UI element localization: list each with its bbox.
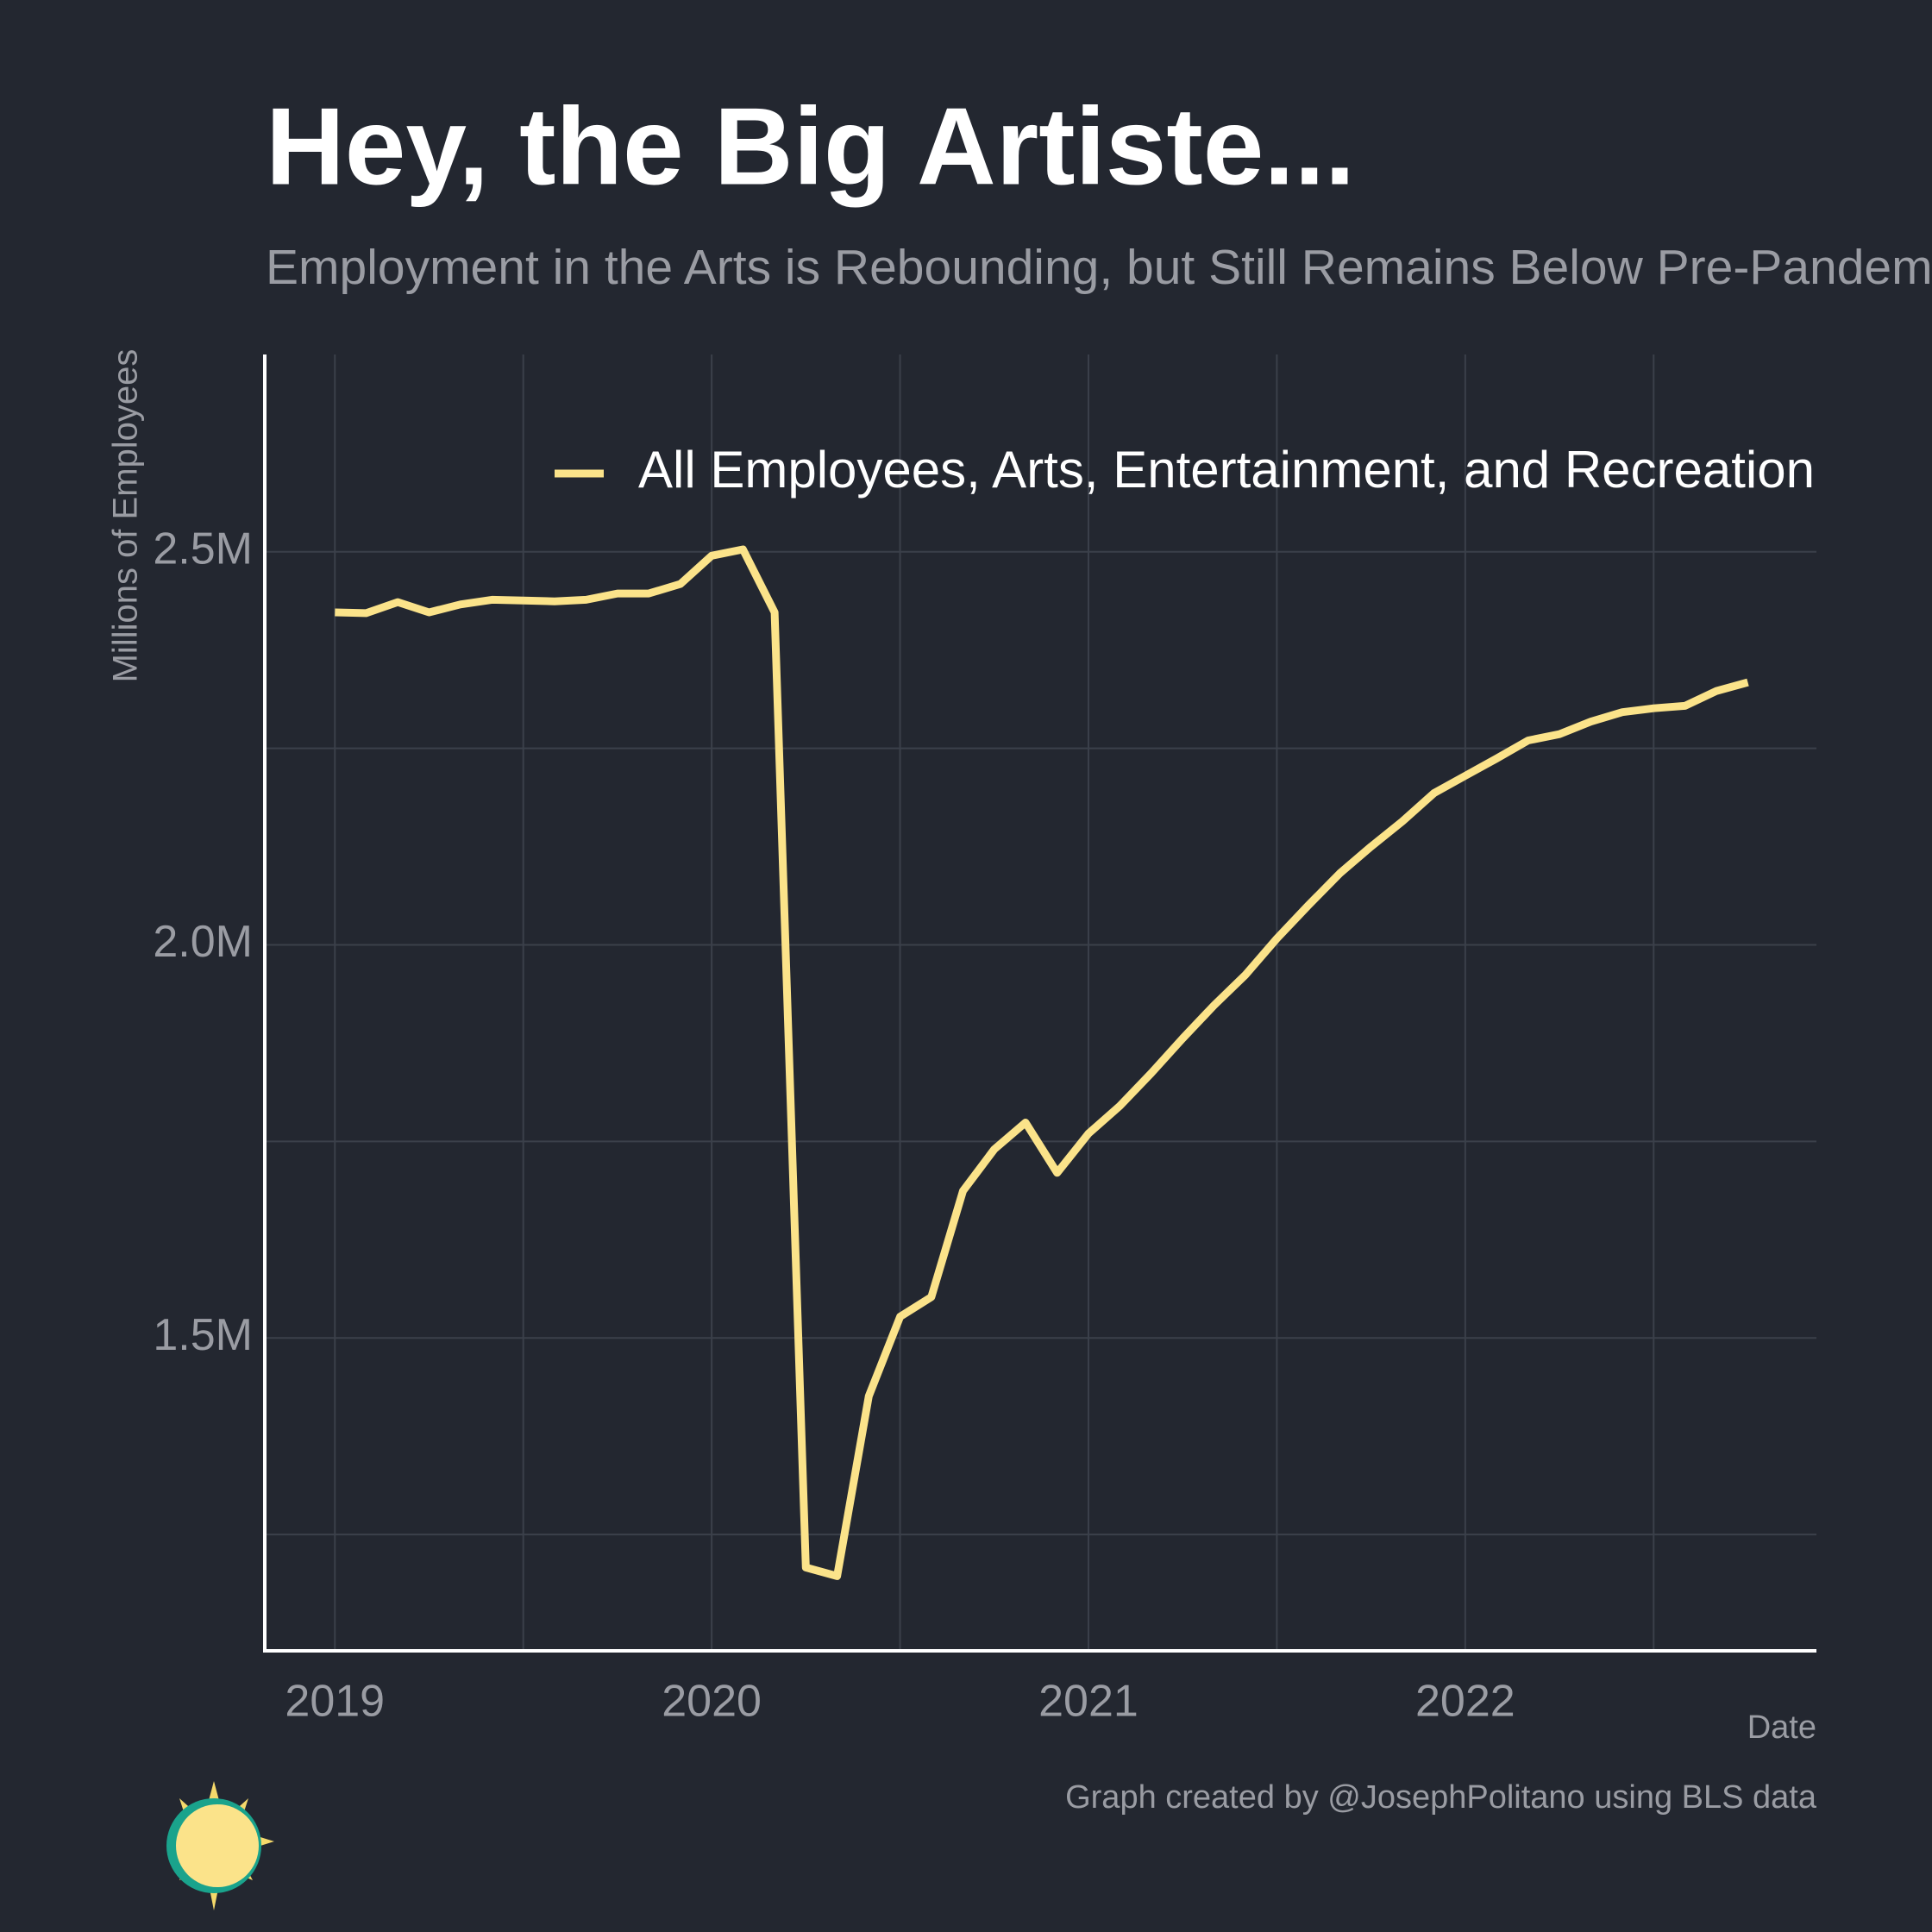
logo [166, 1781, 274, 1910]
y-tick-label: 1.5M [153, 1310, 253, 1360]
x-tick-label: 2020 [662, 1677, 762, 1727]
y-axis-title: Millions of Employees [107, 349, 145, 683]
y-tick-label: 2.0M [153, 917, 253, 967]
data-line [335, 545, 1749, 1580]
x-axis-title: Date [1747, 1709, 1816, 1746]
caption: Graph created by @JosephPolitano using B… [1065, 1779, 1817, 1816]
x-tick-label: 2019 [285, 1677, 385, 1727]
legend-label: All Employees, Arts, Entertainment, and … [638, 441, 1815, 499]
chart-subtitle: Employment in the Arts is Rebounding, bu… [266, 240, 1932, 295]
logo-sun [176, 1804, 259, 1887]
chart-title: Hey, the Big Artiste... [266, 85, 1355, 208]
x-tick-label: 2021 [1038, 1677, 1138, 1727]
x-tick-label: 2022 [1415, 1677, 1515, 1727]
y-tick-label: 2.5M [153, 524, 253, 574]
